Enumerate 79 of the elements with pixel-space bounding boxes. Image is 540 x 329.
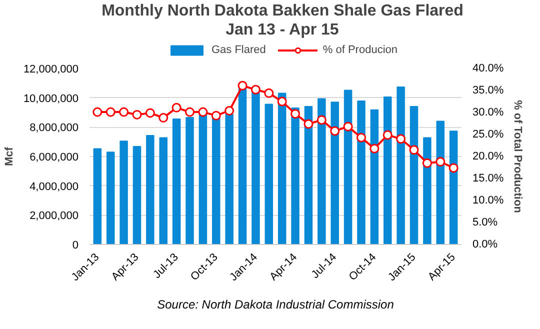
bar	[264, 104, 274, 244]
point	[304, 119, 314, 129]
y2-tick-label: 15.0%	[472, 172, 504, 184]
bar	[132, 146, 142, 244]
bar	[384, 96, 392, 244]
point	[382, 130, 392, 140]
point	[436, 157, 446, 167]
point	[132, 110, 142, 120]
y2-tick-label: 40.0%	[472, 62, 504, 74]
bar	[436, 120, 445, 244]
bar	[304, 106, 313, 244]
point	[422, 158, 432, 168]
bar	[370, 109, 379, 244]
y2-tick-label: 0.0%	[472, 238, 498, 250]
bar	[291, 107, 300, 244]
bar	[278, 92, 286, 244]
point	[92, 107, 102, 117]
y-tick-label: 8,000,000	[30, 122, 78, 134]
bar	[252, 92, 260, 244]
y-tick-label: 2,000,000	[30, 210, 78, 222]
point	[343, 122, 353, 132]
point	[316, 115, 326, 125]
bar	[93, 148, 102, 244]
bar	[344, 90, 352, 244]
point	[145, 108, 155, 118]
point	[250, 84, 260, 94]
point	[158, 113, 168, 123]
bar	[396, 86, 405, 244]
bar	[357, 100, 366, 244]
bar	[159, 137, 168, 244]
legend-label: Gas Flared	[211, 44, 266, 56]
y-tick-label: 12,000,000	[23, 64, 79, 76]
y-axis-title: Mcf	[3, 146, 16, 166]
point	[224, 106, 234, 116]
point	[356, 132, 366, 142]
bar	[410, 106, 418, 244]
bar	[212, 118, 220, 244]
bar	[106, 152, 115, 244]
y2-tick-label: 25.0%	[472, 128, 504, 140]
point	[198, 107, 208, 117]
y-tick-label: 6,000,000	[30, 152, 78, 164]
bar	[449, 130, 458, 244]
point	[264, 88, 274, 98]
y-tick-label: 0	[72, 240, 79, 252]
y-tick-label: 10,000,000	[23, 92, 79, 105]
legend-label: % of Producion	[322, 44, 398, 56]
y-tick-label: 4,000,000	[30, 180, 78, 193]
bar	[146, 135, 154, 244]
chart-subtitle: Jan 13 - Apr 15	[226, 22, 339, 38]
bar	[120, 140, 128, 244]
chart-title: Monthly North Dakota Bakken Shale Gas Flared	[102, 2, 464, 20]
point	[119, 107, 129, 117]
point	[277, 96, 287, 106]
y2-tick-label: 35.0%	[472, 84, 504, 96]
point	[409, 145, 419, 155]
point	[172, 102, 182, 112]
point	[238, 80, 248, 90]
point	[396, 134, 406, 144]
y2-tick-label: 10.0%	[472, 194, 504, 206]
bar	[198, 114, 208, 244]
y2-tick-label: 30.0%	[472, 106, 504, 118]
bar	[186, 116, 194, 244]
point	[370, 144, 380, 154]
y2-tick-label: 20.0%	[472, 150, 504, 162]
bar	[238, 88, 247, 244]
point	[211, 110, 221, 120]
bar	[225, 114, 234, 244]
bar	[330, 102, 339, 244]
point	[185, 107, 195, 117]
point	[106, 107, 116, 117]
y2-axis-title: % of Total Production	[512, 100, 524, 214]
y2-tick-label: 5.0%	[472, 216, 498, 228]
bar	[423, 137, 432, 244]
point	[290, 109, 300, 119]
point	[448, 163, 458, 173]
bar	[318, 98, 326, 244]
source-note: Source: North Dakota Industrial Commission	[157, 298, 394, 312]
bar	[172, 118, 181, 244]
point	[330, 126, 340, 136]
